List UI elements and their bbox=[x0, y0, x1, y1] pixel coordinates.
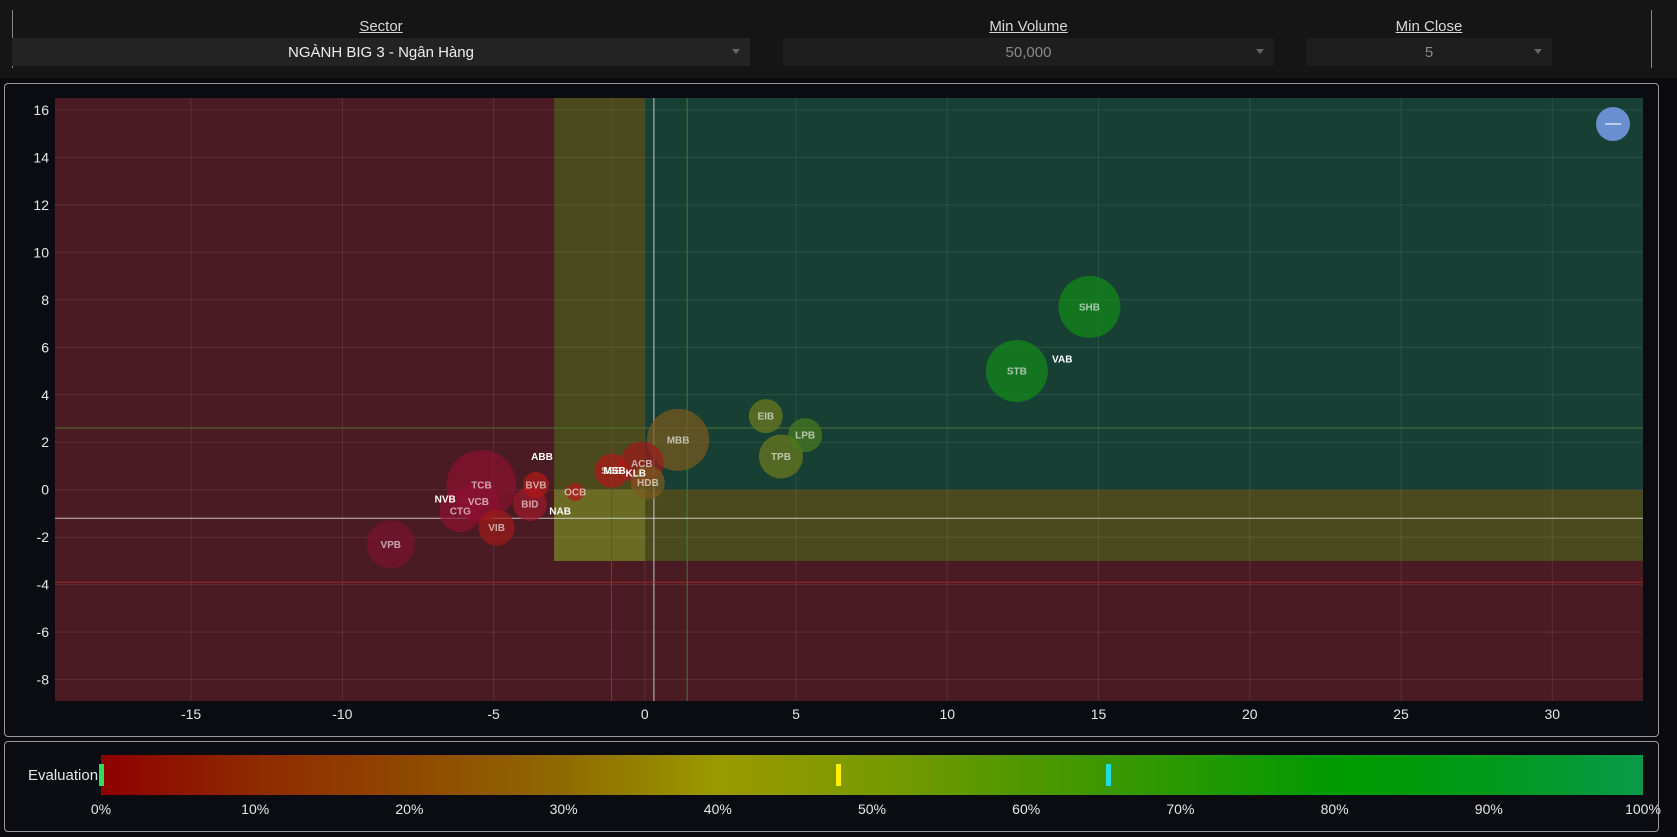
bubble-vpb[interactable] bbox=[366, 520, 415, 569]
evaluation-marker-cyan bbox=[1105, 764, 1111, 786]
bubble-label-ssb: SSB bbox=[601, 466, 622, 477]
y-tick-label: 4 bbox=[41, 387, 49, 403]
bubble-label-stb: STB bbox=[1007, 367, 1027, 378]
evaluation-tick-label: 70% bbox=[1166, 801, 1195, 817]
evaluation-tick-label: 30% bbox=[549, 801, 578, 817]
bubble-eib[interactable] bbox=[748, 399, 783, 434]
bubble-label-msb: MSB bbox=[603, 466, 625, 477]
y-tick-label: 6 bbox=[41, 339, 49, 355]
y-tick-label: 14 bbox=[33, 149, 49, 165]
y-tick-label: -2 bbox=[37, 529, 50, 545]
y-tick-label: -4 bbox=[37, 577, 50, 593]
filter-bar: Sector NGÀNH BIG 3 - Ngân Hàng Min Volum… bbox=[0, 0, 1677, 78]
evaluation-tick-label: 80% bbox=[1320, 801, 1349, 817]
x-tick-label: 10 bbox=[940, 706, 956, 722]
sector-select[interactable]: NGÀNH BIG 3 - Ngân Hàng bbox=[12, 38, 750, 66]
x-tick-label: 0 bbox=[641, 706, 649, 722]
bubble-mbb[interactable] bbox=[647, 408, 710, 471]
evaluation-gradient-bar bbox=[101, 755, 1643, 795]
bubble-label-tcb: TCB bbox=[471, 480, 492, 491]
bubble-vib[interactable] bbox=[478, 509, 515, 546]
zone-yellow-horizontal bbox=[644, 489, 1643, 561]
y-tick-label: 16 bbox=[33, 102, 49, 118]
bubble-label-vab: VAB bbox=[1052, 355, 1072, 366]
x-tick-label: -15 bbox=[181, 706, 201, 722]
y-tick-label: -8 bbox=[37, 672, 50, 688]
scatter-chart[interactable]: -15 -10 -5 0 5 10 15 20 25 301614121086420-2-4-6-… bbox=[0, 0, 1677, 740]
evaluation-panel: Evaluation 0% 10% 20% 30% 40% 50% 60% 70% 80% 90%… bbox=[4, 741, 1661, 832]
min-volume-select[interactable]: 50,000 bbox=[783, 38, 1274, 66]
x-tick-label: 30 bbox=[1544, 706, 1560, 722]
bubble-stb[interactable] bbox=[985, 340, 1048, 403]
x-tick-label: 25 bbox=[1393, 706, 1409, 722]
bubble-label-hdb: HDB bbox=[637, 478, 659, 489]
evaluation-tick-label: 40% bbox=[703, 801, 732, 817]
chevron-down-icon bbox=[1256, 49, 1264, 54]
y-tick-label: 10 bbox=[33, 244, 49, 260]
bubble-ssb[interactable] bbox=[594, 453, 629, 488]
x-tick-label: -5 bbox=[487, 706, 500, 722]
bubble-bvb[interactable] bbox=[522, 471, 549, 498]
evaluation-tick-label: 100% bbox=[1625, 801, 1661, 817]
y-tick-label: -6 bbox=[37, 624, 50, 640]
bubble-label-eib: EIB bbox=[757, 412, 774, 423]
evaluation-tick-label: 50% bbox=[857, 801, 887, 817]
min-close-select[interactable]: 5 bbox=[1306, 38, 1552, 66]
bubble-label-shb: SHB bbox=[1079, 302, 1100, 313]
evaluation-tick-label: 0% bbox=[90, 801, 112, 817]
y-tick-label: 12 bbox=[33, 197, 49, 213]
bubble-label-acb: ACB bbox=[631, 459, 653, 470]
chevron-down-icon bbox=[732, 49, 740, 54]
bubble-label-nvb: NVB bbox=[435, 495, 456, 506]
filter-bar-right-border bbox=[1651, 10, 1652, 68]
zone-yellow-vertical bbox=[554, 98, 645, 561]
bubble-lpb[interactable] bbox=[788, 418, 823, 453]
bubble-label-vcb: VCB bbox=[468, 497, 489, 508]
y-tick-label: 8 bbox=[41, 292, 49, 308]
evaluation-tick-label: 90% bbox=[1474, 801, 1503, 817]
bubble-ctg[interactable] bbox=[439, 490, 482, 533]
evaluation-marker-start bbox=[99, 764, 104, 786]
evaluation-tick-label: 60% bbox=[1012, 801, 1041, 817]
bubble-hdb[interactable] bbox=[630, 465, 665, 500]
zone-yellow-corner bbox=[554, 489, 645, 561]
y-tick-label: 2 bbox=[41, 434, 49, 450]
x-tick-label: -10 bbox=[332, 706, 352, 722]
min-volume-label: Min Volume bbox=[989, 18, 1068, 35]
zone-red-left bbox=[55, 98, 555, 701]
bubble-label-tpb: TPB bbox=[771, 452, 791, 463]
bubble-label-nab: NAB bbox=[549, 507, 571, 518]
min-close-value: 5 bbox=[1424, 43, 1434, 61]
chevron-down-icon bbox=[1534, 49, 1542, 54]
bubble-label-ocb: OCB bbox=[564, 488, 586, 499]
bubble-label-bvb: BVB bbox=[525, 480, 546, 491]
bubble-label-klb: KLB bbox=[625, 469, 646, 480]
bubble-label-lpb: LPB bbox=[795, 431, 815, 442]
zoom-reset-button[interactable]: — bbox=[1596, 107, 1630, 141]
zone-red-bottom bbox=[554, 560, 1643, 701]
bubble-label-vpb: VPB bbox=[380, 540, 401, 551]
bubble-ocb[interactable] bbox=[566, 483, 585, 502]
bubble-label-abb: ABB bbox=[531, 452, 553, 463]
evaluation-tick-label: 10% bbox=[241, 801, 270, 817]
bubble-label-bid: BID bbox=[521, 499, 538, 510]
x-tick-label: 5 bbox=[792, 706, 800, 722]
x-tick-label: 15 bbox=[1091, 706, 1107, 722]
min-close-label: Min Close bbox=[1395, 18, 1463, 35]
min-volume-value: 50,000 bbox=[1005, 43, 1052, 61]
bubble-shb[interactable] bbox=[1058, 275, 1121, 338]
bubble-label-vib: VIB bbox=[488, 523, 505, 534]
x-tick-label: 20 bbox=[1242, 706, 1258, 722]
evaluation-tick-label: 20% bbox=[395, 801, 424, 817]
y-tick-label: 0 bbox=[41, 482, 49, 498]
sector-value: NGÀNH BIG 3 - Ngân Hàng bbox=[288, 43, 474, 61]
bubble-label-mbb: MBB bbox=[667, 435, 690, 446]
bubble-label-ctg: CTG bbox=[450, 507, 471, 518]
sector-label: Sector bbox=[359, 18, 403, 35]
evaluation-label: Evaluation bbox=[28, 767, 99, 784]
evaluation-marker-yellow bbox=[836, 764, 842, 786]
